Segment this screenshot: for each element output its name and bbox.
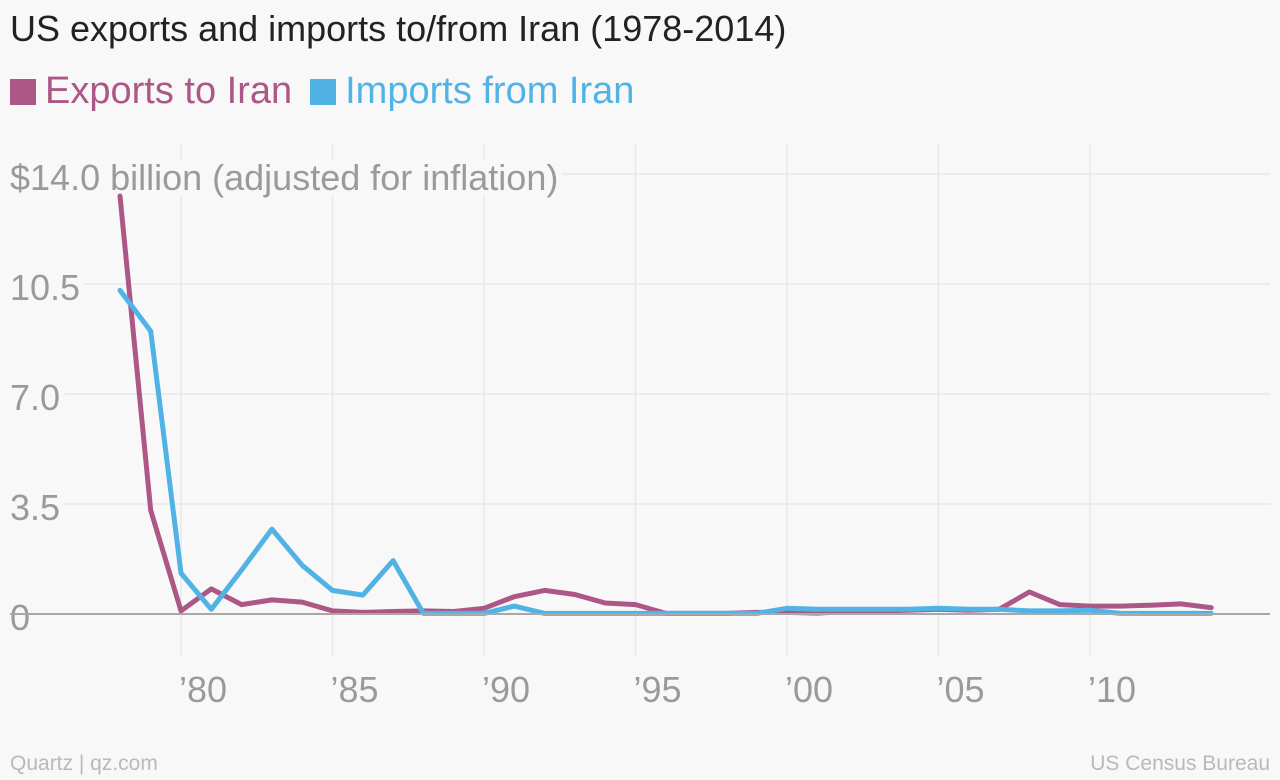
legend-item-imports: Imports from Iran <box>310 70 634 113</box>
legend-item-exports: Exports to Iran <box>10 70 292 113</box>
y-tick-label: 7.0 <box>10 377 60 418</box>
source-right: US Census Bureau <box>1090 752 1270 775</box>
y-tick-label-bg <box>8 599 35 636</box>
y-tick-label: 3.5 <box>10 487 60 528</box>
legend: Exports to Iran Imports from Iran <box>10 70 652 113</box>
x-tick-label: ’10 <box>1088 669 1136 710</box>
legend-label-imports: Imports from Iran <box>345 70 635 112</box>
x-tick-label: ’95 <box>634 669 682 710</box>
x-tick-label: ’85 <box>331 669 379 710</box>
chart-title: US exports and imports to/from Iran (197… <box>10 8 787 49</box>
x-tick-label: ’90 <box>482 669 530 710</box>
y-tick-label-bg <box>8 159 563 196</box>
y-tick-label-bg <box>8 489 65 526</box>
y-tick-label-bg <box>8 269 85 306</box>
y-tick-label-bg <box>8 379 65 416</box>
source-left: Quartz | qz.com <box>10 752 158 775</box>
y-tick-label: 10.5 <box>10 267 80 308</box>
series-line-imports <box>117 287 1214 616</box>
x-tick-label: ’80 <box>179 669 227 710</box>
series-line-exports <box>117 193 1214 616</box>
x-tick-label: ’00 <box>785 669 833 710</box>
y-tick-label: 0 <box>10 597 30 638</box>
legend-label-exports: Exports to Iran <box>45 70 293 112</box>
legend-swatch-exports <box>10 78 36 105</box>
y-tick-label: $14.0 billion (adjusted for inflation) <box>10 157 558 198</box>
x-tick-label: ’05 <box>937 669 985 710</box>
legend-swatch-imports <box>310 78 337 105</box>
